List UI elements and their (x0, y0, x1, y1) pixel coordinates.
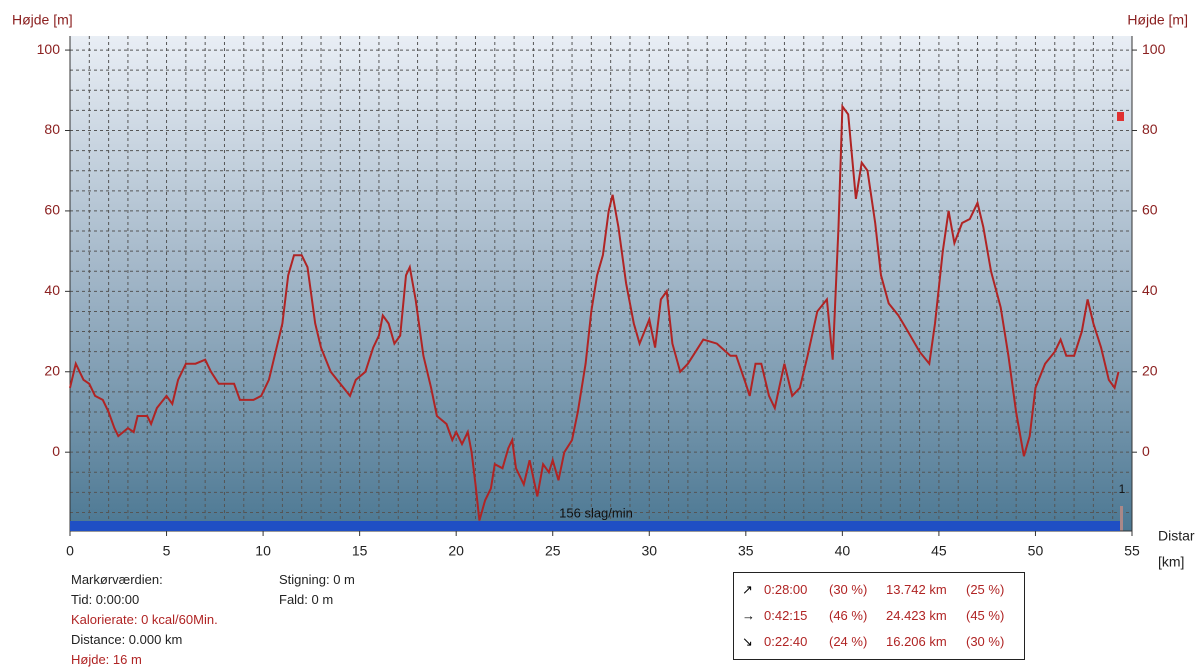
y-tick-label: 40 (44, 282, 60, 298)
y2-tick-label: 100 (1142, 41, 1166, 57)
cursor-title: Markørværdien: (71, 572, 163, 587)
summary-cell: 0:42:15 (764, 608, 808, 623)
trend-arrow: → (742, 608, 755, 623)
summary-cell: (25 %) (966, 582, 1005, 597)
trend-arrow: ↗ (742, 582, 753, 597)
x-tick-label: 20 (448, 543, 464, 559)
summary-cell: (30 %) (829, 582, 868, 597)
x-tick-label: 50 (1028, 543, 1044, 559)
x-tick-label: 40 (835, 543, 851, 559)
summary-cell: 13.742 km (886, 582, 947, 597)
y-tick-label: 0 (52, 443, 60, 459)
y-tick-label: 80 (44, 121, 60, 137)
x-tick-label: 5 (163, 543, 171, 559)
y-tick-label: 100 (37, 41, 61, 57)
x-axis-label: Distar (1158, 528, 1195, 544)
elevation-line (69, 103, 1120, 521)
marker-label: 1 (1119, 482, 1126, 496)
summary-cell: (30 %) (966, 634, 1005, 649)
y2-axis-label: Højde [m] (1127, 12, 1188, 28)
x-tick-label: 10 (255, 543, 271, 559)
x-tick-label: 45 (931, 543, 947, 559)
y2-tick-label: 60 (1142, 202, 1158, 218)
y-tick-label: 20 (44, 362, 60, 378)
cursor-flag (1117, 112, 1124, 121)
summary-cell: (46 %) (829, 608, 868, 623)
summary-cell: 24.423 km (886, 608, 947, 623)
cursor-height: Højde: 16 m (71, 652, 142, 667)
cursor-time: Tid: 0:00:00 (71, 592, 140, 607)
x-axis-unit: [km] (1158, 554, 1184, 570)
summary-cell: 0:22:40 (764, 634, 808, 649)
y2-tick-label: 20 (1142, 362, 1158, 378)
cursor-climb: Stigning: 0 m (279, 572, 355, 587)
summary-cell: 0:28:00 (764, 582, 808, 597)
cursor-descent: Fald: 0 m (279, 592, 334, 607)
y2-tick-label: 0 (1142, 443, 1150, 459)
y-tick-label: 60 (44, 202, 60, 218)
x-tick-label: 30 (641, 543, 657, 559)
x-tick-label: 35 (738, 543, 754, 559)
y-axis-label: Højde [m] (12, 12, 73, 28)
heart-rate-band (70, 521, 1120, 531)
summary-cell: 16.206 km (886, 634, 947, 649)
band-label: 156 slag/min (559, 505, 633, 520)
cursor-calorie: Kalorierate: 0 kcal/60Min. (71, 612, 218, 627)
y2-tick-label: 40 (1142, 282, 1158, 298)
summary-box: ↗ 0:28:00 (30 %) 13.742 km (25 %) → 0:42:15 (46… (733, 572, 1025, 660)
trend-arrow: ↘ (742, 634, 753, 649)
cursor-distance: Distance: 0.000 km (71, 632, 183, 647)
plot-area (70, 36, 1132, 531)
chart: 1 Højde [m] Højde [m] Distar [km] 0 5 10 15… (12, 12, 1195, 570)
marker (1120, 506, 1123, 531)
y2-tick-label: 80 (1142, 121, 1158, 137)
x-tick-label: 0 (66, 543, 74, 559)
x-tick-label: 15 (352, 543, 368, 559)
x-tick-label: 25 (545, 543, 561, 559)
x-tick-label: 55 (1124, 543, 1140, 559)
summary-cell: (45 %) (966, 608, 1005, 623)
summary-cell: (24 %) (829, 634, 868, 649)
